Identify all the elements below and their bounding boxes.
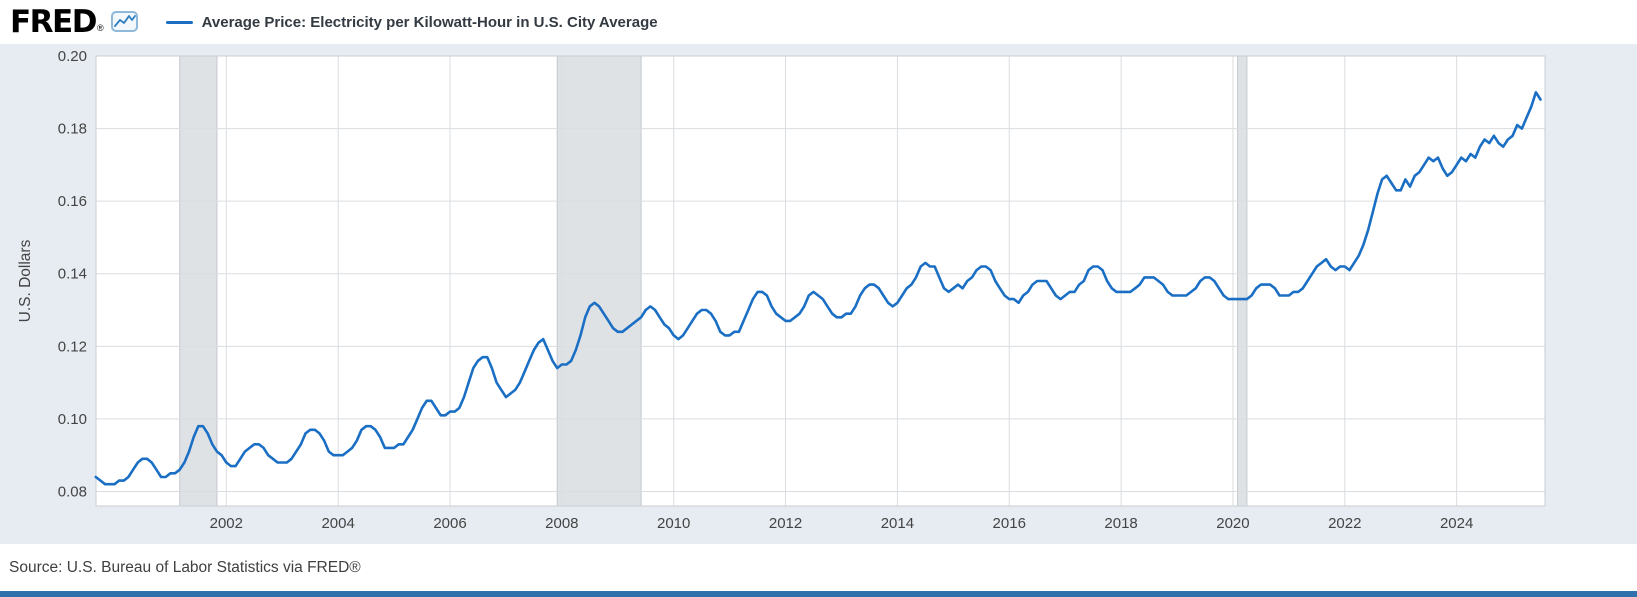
y-axis-title: U.S. Dollars [17,239,34,322]
chart-area: 0.08 0.10 0.12 0.14 0.16 0.18 0.20 2002 2004 2006… [0,44,1637,544]
fred-logo[interactable]: FRED ® [10,3,138,40]
plot-background [96,56,1545,506]
chart-footer: Source: U.S. Bureau of Labor Statistics … [0,544,1637,591]
x-tick-label: 2016 [993,515,1026,532]
recession-band [556,55,642,507]
bottom-accent-bar [0,591,1637,597]
x-tick-label: 2024 [1440,515,1473,532]
plot-border [95,55,1546,507]
recession-band [179,55,218,507]
x-tick-label: 2014 [881,515,914,532]
price-line-chart[interactable]: 0.08 0.10 0.12 0.14 0.16 0.18 0.20 2002 2004 2006… [0,44,1637,544]
chart-header: FRED ® Average Price: Electricity per Ki… [0,0,1637,44]
y-tick-label: 0.16 [58,193,87,210]
x-tick-label: 2006 [433,515,466,532]
source-text: Source: U.S. Bureau of Labor Statistics … [9,558,361,576]
x-tick-label: 2010 [657,515,690,532]
x-tick-label: 2004 [321,515,354,532]
x-tick-label: 2018 [1104,515,1137,532]
y-tick-label: 0.18 [58,121,87,138]
legend-label: Average Price: Electricity per Kilowatt-… [201,13,658,31]
legend-line-swatch [165,20,193,24]
fred-logo-text: FRED [10,3,97,40]
y-tick-label: 0.14 [58,266,87,283]
price-line[interactable] [94,91,1542,486]
y-tick-label: 0.08 [58,483,87,500]
recession-band [1237,55,1248,507]
series-legend[interactable]: Average Price: Electricity per Kilowatt-… [165,13,658,31]
x-tick-label: 2012 [769,515,802,532]
fred-sparkline-icon [110,10,138,37]
x-tick-label: 2002 [210,515,243,532]
y-tick-label: 0.12 [58,338,87,355]
y-tick-label: 0.10 [58,411,87,428]
registered-trademark: ® [96,22,104,33]
x-tick-label: 2022 [1328,515,1361,532]
x-tick-label: 2008 [545,515,578,532]
y-tick-label: 0.20 [58,48,87,65]
x-tick-label: 2020 [1216,515,1249,532]
